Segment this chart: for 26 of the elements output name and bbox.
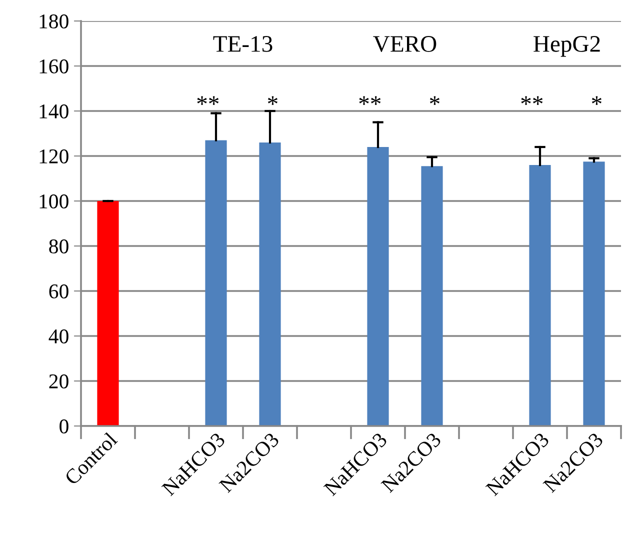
- y-tick-label: 20: [49, 374, 68, 388]
- bar: [259, 142, 281, 426]
- bar: [367, 147, 389, 426]
- annotation: *: [430, 96, 440, 105]
- annotation: **: [197, 96, 219, 105]
- y-tick-label: 140: [40, 104, 68, 118]
- annotation: VERO: [373, 36, 436, 52]
- bar: [529, 165, 551, 426]
- y-tick-label: 100: [40, 194, 68, 208]
- bar: [97, 201, 119, 426]
- annotation: TE-13: [213, 36, 272, 52]
- annotation: *: [592, 96, 602, 105]
- annotation: **: [521, 96, 543, 105]
- bar: [205, 140, 227, 426]
- y-tick-label: 180: [40, 14, 68, 28]
- y-tick-label: 80: [49, 239, 68, 254]
- bar: [583, 162, 605, 426]
- annotation: *: [268, 96, 278, 105]
- y-tick-label: 0: [60, 419, 68, 434]
- y-tick-label: 60: [49, 284, 68, 298]
- annotation: HepG2: [534, 36, 600, 57]
- y-tick-label: 160: [40, 59, 68, 74]
- annotation: **: [359, 96, 381, 105]
- bar: [421, 166, 443, 426]
- y-tick-label: 120: [40, 149, 68, 164]
- y-tick-label: 40: [48, 329, 68, 344]
